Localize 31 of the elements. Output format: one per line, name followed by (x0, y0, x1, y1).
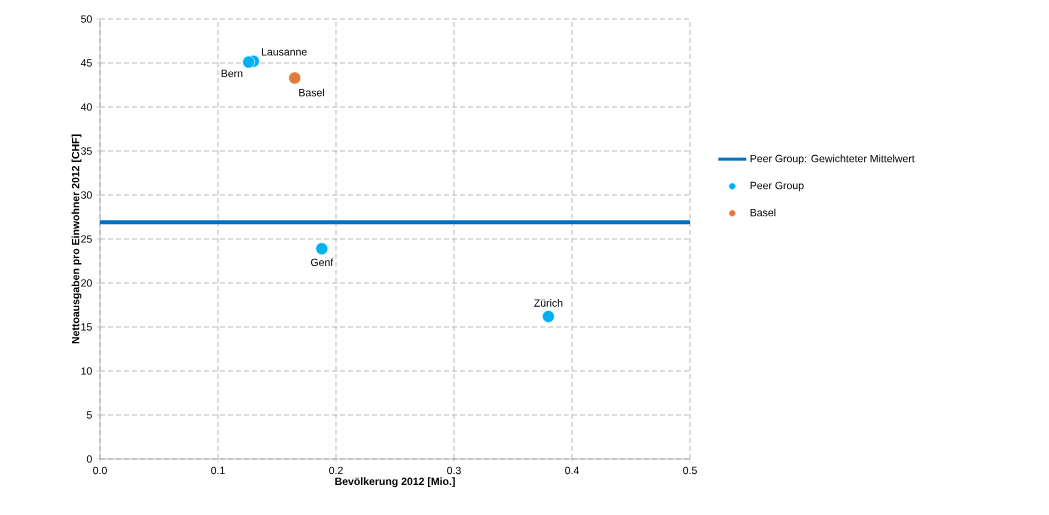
legend-label: Peer Group (750, 181, 804, 192)
y-tick-label: 15 (81, 323, 92, 331)
point (315, 242, 329, 255)
y-tick-label: 0 (86, 455, 92, 463)
y-tick-label: 40 (80, 103, 92, 111)
annotation: Zürich (534, 299, 563, 307)
y-tick-label: 5 (86, 411, 92, 419)
x-tick-label: 0.4 (565, 466, 579, 475)
x-tick-label: 0.0 (93, 466, 107, 475)
point (542, 310, 555, 323)
point (288, 71, 301, 85)
y-tick-label: 20 (81, 279, 92, 287)
x-axis-title: Bevölkerung 2012 [Mio.] (335, 477, 455, 488)
y-axis-title: Nettoausgaben pro Einwohner 2012 [CHF] (71, 134, 82, 344)
y-tick-label: 10 (81, 367, 92, 375)
y-tick-label: 45 (80, 59, 92, 67)
legend-label: Peer Group: Gewichteter Mittelwert (750, 154, 915, 165)
annotation: Basel (299, 88, 324, 97)
annotation: Bern (221, 69, 243, 78)
annotation: Lausanne (261, 48, 307, 56)
x-tick-label: 0.3 (447, 466, 461, 475)
y-tick-label: 50 (81, 15, 92, 23)
y-tick-label: 35 (81, 147, 92, 155)
y-tick-label: 30 (81, 191, 92, 199)
x-tick-label: 0.2 (329, 466, 343, 475)
legend-label: Basel (750, 208, 776, 217)
x-tick-label: 0.5 (683, 466, 697, 475)
y-tick-label: 25 (81, 235, 92, 243)
annotation: Genf (310, 258, 334, 267)
x-tick-label: 0.1 (211, 466, 225, 475)
point (242, 55, 255, 69)
